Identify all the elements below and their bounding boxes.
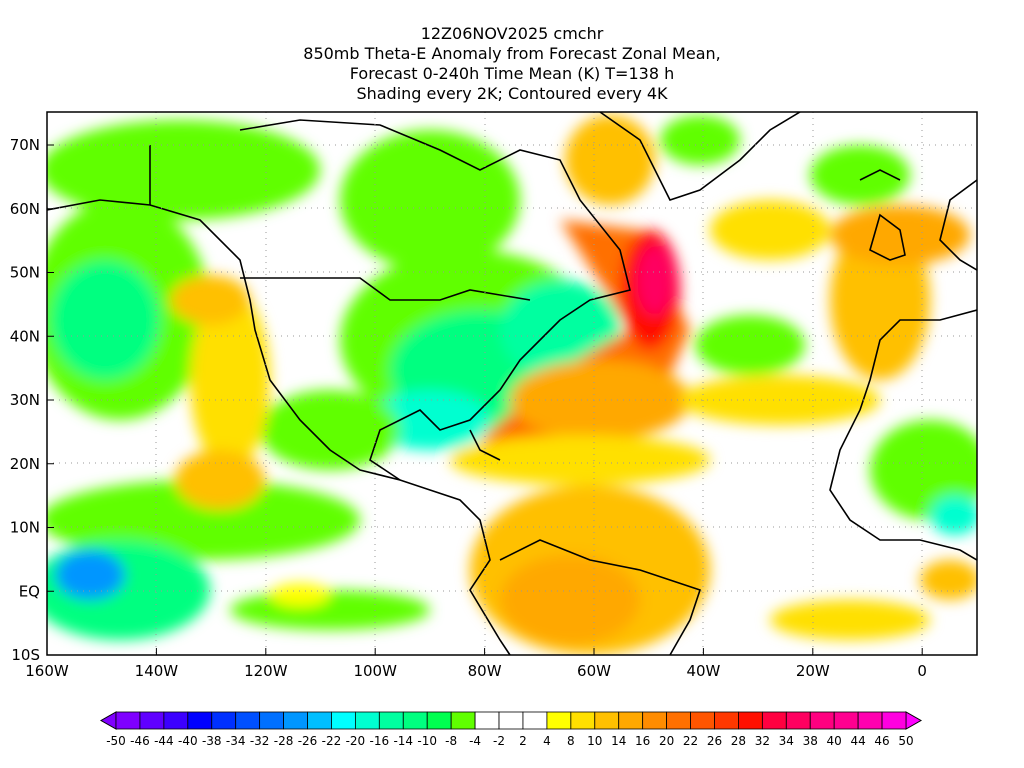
colorbar-label: -8: [445, 734, 457, 748]
colorbar-label: -50: [106, 734, 126, 748]
colorbar-label: -4: [469, 734, 481, 748]
colorbar-box: [690, 711, 715, 730]
lon-label: 60W: [577, 662, 611, 680]
colorbar-label: -44: [154, 734, 174, 748]
colorbar-box: [618, 711, 644, 730]
colorbar-label: -2: [493, 734, 505, 748]
colorbar-label: 32: [755, 734, 770, 748]
colorbar-label: -46: [130, 734, 150, 748]
colorbar-over-triangle: [905, 711, 923, 730]
colorbar-box: [283, 711, 308, 730]
colorbar-label: -16: [370, 734, 390, 748]
colorbar-label: 34: [779, 734, 794, 748]
colorbar-label: 14: [611, 734, 626, 748]
colorbar-label: 10: [587, 734, 602, 748]
lon-label: 120W: [244, 662, 288, 680]
colorbar-label: 4: [543, 734, 551, 748]
map-frame: [46, 111, 978, 656]
colorbar-box: [259, 711, 284, 730]
lon-label: 160W: [25, 662, 69, 680]
colorbar-label: -34: [226, 734, 246, 748]
chart-title-date-model: 12Z06NOV2025 cmchr: [420, 24, 604, 43]
colorbar-box: [666, 711, 691, 730]
latitude-axis: 70N 60N 50N 40N 30N 20N 10N EQ 10S: [10, 136, 54, 664]
colorbar-label: 22: [683, 734, 698, 748]
colorbar-box: [163, 711, 189, 730]
colorbar-box: [594, 711, 620, 730]
colorbar-label: 46: [874, 734, 889, 748]
colorbar-label: 28: [731, 734, 746, 748]
chart-title-forecast: Forecast 0-240h Time Mean (K) T=138 h: [349, 64, 675, 83]
colorbar-label: 26: [707, 734, 722, 748]
colorbar-box: [139, 711, 165, 730]
colorbar-box: [546, 711, 572, 730]
colorbar-label: -28: [274, 734, 294, 748]
colorbar-box: [235, 711, 261, 730]
colorbar-label: 44: [850, 734, 865, 748]
colorbar-box: [738, 711, 763, 730]
lat-label: 40N: [10, 327, 40, 345]
colorbar-label: 2: [519, 734, 527, 748]
chart-title-variable: 850mb Theta-E Anomaly from Forecast Zona…: [303, 44, 721, 63]
colorbar-under-triangle: [99, 711, 117, 730]
colorbar-box: [115, 711, 141, 730]
colorbar-box: [402, 711, 428, 730]
lon-label: 0: [917, 662, 927, 680]
colorbar-label: 38: [803, 734, 818, 748]
chart-title-shading: Shading every 2K; Contoured every 4K: [356, 84, 668, 103]
longitude-axis: 160W 140W 120W 100W 80W 60W 40W 20W 0: [25, 648, 927, 680]
colorbar-label: -26: [298, 734, 318, 748]
colorbar-label: 16: [635, 734, 650, 748]
colorbar-label: 20: [659, 734, 674, 748]
lon-label: 100W: [353, 662, 397, 680]
lat-label: 10N: [10, 519, 40, 537]
colorbar-box: [474, 711, 500, 730]
colorbar-box: [354, 711, 380, 730]
colorbar-label: 8: [567, 734, 575, 748]
colorbar-box: [522, 711, 548, 730]
lat-label: 70N: [10, 136, 40, 154]
colorbar-box: [642, 711, 668, 730]
colorbar-label: -38: [202, 734, 222, 748]
colorbar-box: [307, 711, 332, 730]
colorbar-box: [761, 711, 787, 730]
colorbar-box: [857, 711, 883, 730]
colorbar-box: [426, 711, 452, 730]
lat-label: 30N: [10, 391, 40, 409]
coastlines: [47, 112, 977, 655]
colorbar-label: 50: [898, 734, 913, 748]
colorbar-box: [331, 711, 356, 730]
colorbar-label: -32: [250, 734, 270, 748]
lon-label: 80W: [468, 662, 502, 680]
colorbar-box: [714, 711, 739, 730]
colorbar-label: 40: [827, 734, 842, 748]
lat-label: EQ: [19, 582, 40, 600]
colorbar-label: -10: [417, 734, 437, 748]
colorbar-box: [881, 711, 907, 730]
colorbar-label: -20: [346, 734, 366, 748]
colorbar-box: [498, 711, 524, 730]
lat-label: 10S: [11, 646, 40, 664]
colorbar-box: [211, 711, 237, 730]
lat-label: 50N: [10, 264, 40, 282]
colorbar-box: [809, 711, 835, 730]
lon-label: 20W: [796, 662, 830, 680]
lon-label: 140W: [135, 662, 179, 680]
colorbar-box: [378, 711, 404, 730]
colorbar: -50 -46 -44 -40 -38 -34 -32 -28 -26 -22 -20 -16 -14-…: [99, 711, 923, 748]
colorbar-box: [833, 711, 859, 730]
colorbar-label: -22: [322, 734, 342, 748]
theta-e-shading: [47, 112, 977, 655]
lat-label: 20N: [10, 455, 40, 473]
colorbar-box: [570, 711, 596, 730]
lon-label: 40W: [686, 662, 720, 680]
gridlines: [47, 112, 977, 655]
lat-label: 60N: [10, 200, 40, 218]
colorbar-box: [785, 711, 811, 730]
colorbar-box: [450, 711, 476, 730]
colorbar-box: [187, 711, 213, 730]
colorbar-label: -14: [393, 734, 413, 748]
colorbar-label: -40: [178, 734, 198, 748]
